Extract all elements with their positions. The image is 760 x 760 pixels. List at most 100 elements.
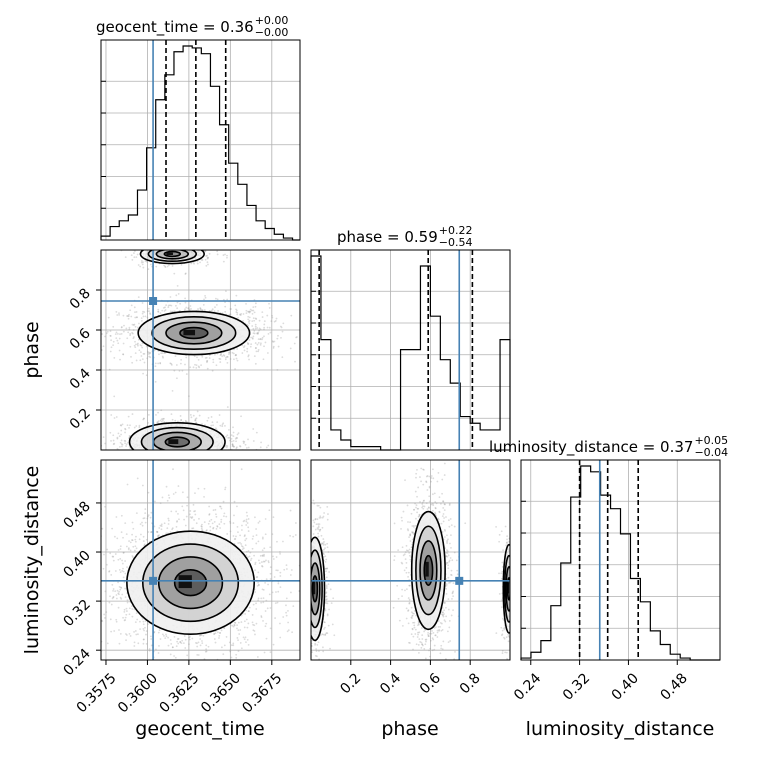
sample-point (189, 366, 192, 369)
sample-point (275, 317, 278, 320)
sample-point (254, 633, 256, 636)
sample-point (98, 578, 100, 580)
sample-point (276, 368, 279, 371)
sample-point (216, 298, 219, 301)
sample-point (140, 317, 143, 320)
sample-point (252, 306, 255, 309)
sample-point (253, 319, 256, 322)
sample-point (147, 247, 149, 249)
sample-point (257, 350, 260, 353)
sample-point (148, 258, 151, 261)
sample-point (161, 250, 164, 253)
sample-point (71, 460, 73, 462)
sample-point (118, 642, 121, 645)
sample-point (192, 458, 194, 460)
sample-point (218, 453, 220, 455)
sample-point (213, 633, 215, 636)
sample-point (171, 528, 174, 531)
sample-point (191, 666, 193, 668)
sample-point (91, 611, 93, 613)
sample-point (172, 252, 175, 255)
sample-point (194, 419, 197, 422)
sample-point (62, 552, 64, 554)
sample-point (221, 425, 224, 428)
sample-point (177, 240, 179, 242)
sample-point (120, 326, 123, 329)
sample-point (226, 533, 229, 535)
sample-point (150, 253, 153, 256)
sample-point (245, 302, 247, 305)
sample-point (257, 521, 260, 524)
sample-point (184, 524, 187, 527)
sample-point (185, 356, 188, 359)
sample-point (133, 336, 135, 338)
sample-point (210, 424, 213, 427)
sample-point (128, 607, 131, 610)
sample-point (257, 599, 260, 602)
sample-point (92, 572, 94, 574)
sample-point (135, 311, 138, 313)
sample-point (228, 313, 231, 316)
sample-point (134, 540, 137, 543)
sample-point (235, 353, 237, 356)
sample-point (141, 342, 144, 345)
sample-point (186, 462, 188, 464)
sample-point (247, 343, 249, 345)
sample-point (133, 549, 136, 552)
sample-point (201, 259, 204, 261)
sample-point (125, 327, 128, 330)
sample-point (105, 611, 108, 613)
sample-point (216, 525, 219, 528)
sample-point (228, 436, 231, 439)
sample-point (188, 452, 190, 454)
sample-point (202, 634, 205, 637)
scatter-layer (62, 240, 510, 668)
sample-point (253, 332, 256, 335)
sample-point (215, 364, 218, 367)
sample-point (137, 264, 140, 266)
sample-point (122, 567, 124, 570)
sample-point (178, 454, 180, 456)
sample-point (204, 455, 206, 457)
sample-point (186, 504, 188, 507)
sample-point (150, 252, 153, 254)
sample-point (153, 630, 156, 633)
sample-point (208, 454, 210, 456)
sample-point (192, 451, 194, 453)
sample-point (98, 418, 100, 420)
sample-point (138, 322, 140, 325)
sample-point (114, 590, 117, 593)
sample-point (185, 420, 187, 423)
sample-point (118, 314, 120, 316)
sample-point (199, 464, 201, 466)
sample-point (130, 355, 132, 358)
sample-point (216, 421, 219, 424)
sample-point (226, 355, 228, 358)
sample-point (181, 491, 184, 494)
sample-point (233, 514, 235, 517)
sample-point (186, 496, 189, 499)
sample-point (194, 492, 196, 495)
sample-point (193, 510, 195, 513)
sample-point (150, 531, 152, 534)
sample-point (247, 556, 249, 559)
sample-point (251, 325, 254, 327)
sample-point (253, 355, 256, 358)
sample-point (119, 333, 121, 335)
sample-point (185, 515, 188, 518)
sample-point (239, 541, 241, 544)
sample-point (125, 633, 127, 635)
sample-point (142, 620, 145, 623)
sample-point (180, 419, 183, 421)
sample-point (197, 365, 200, 368)
sample-point (125, 545, 128, 548)
sample-point (143, 352, 146, 355)
sample-point (117, 592, 120, 595)
sample-point (125, 639, 127, 642)
sample-point (188, 636, 190, 639)
sample-point (282, 454, 284, 456)
sample-point (141, 346, 144, 349)
sample-point (257, 338, 260, 341)
sample-point (208, 513, 211, 516)
sample-point (131, 608, 134, 610)
